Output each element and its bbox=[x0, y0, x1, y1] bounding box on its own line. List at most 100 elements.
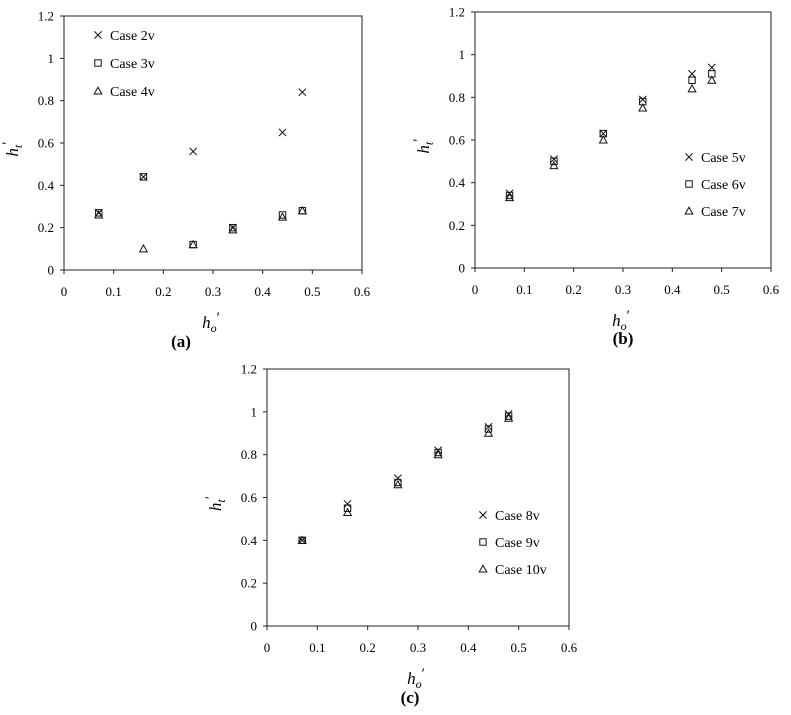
legend: Case 5v Case 6v Case 7v bbox=[684, 151, 746, 220]
data-point bbox=[94, 210, 104, 219]
x-axis-label: ho′ bbox=[612, 308, 630, 333]
legend-label: Case 10v bbox=[495, 563, 547, 578]
x-tick-label: 0.1 bbox=[309, 640, 325, 655]
data-point bbox=[638, 95, 647, 104]
y-tick-label: 0.4 bbox=[449, 175, 466, 190]
data-point bbox=[138, 244, 149, 253]
y-tick-label: 0.6 bbox=[241, 490, 258, 505]
y-axis-label-base: h bbox=[3, 148, 22, 157]
y-tick-label: 0.2 bbox=[241, 576, 257, 591]
y-tick-label: 1 bbox=[251, 404, 258, 419]
legend-label: Case 4v bbox=[110, 85, 155, 100]
y-axis-label-base: h bbox=[414, 145, 433, 154]
x-axis-label-sub: o bbox=[416, 677, 422, 691]
data-point bbox=[393, 479, 403, 489]
data-point bbox=[484, 422, 493, 431]
x-tick-label: 0.4 bbox=[255, 284, 272, 299]
y-axis-label-prime: ′ bbox=[203, 496, 219, 499]
x-tick-label: 0 bbox=[472, 282, 479, 297]
x-axis-label-prime: ′ bbox=[422, 666, 425, 682]
data-point bbox=[707, 63, 716, 72]
legend-marker bbox=[479, 511, 487, 519]
data-point bbox=[483, 428, 494, 437]
x-tick-label: 0.6 bbox=[763, 282, 780, 297]
x-axis-label-prime: ′ bbox=[217, 310, 220, 326]
data-point bbox=[139, 173, 148, 181]
y-tick-label: 0 bbox=[459, 261, 466, 276]
plot-frame bbox=[474, 11, 772, 269]
x-axis-label-base: h bbox=[612, 311, 621, 330]
data-point bbox=[638, 103, 648, 112]
legend-marker bbox=[684, 206, 694, 215]
y-tick-label: 0.2 bbox=[449, 218, 465, 233]
data-point bbox=[139, 172, 148, 181]
x-axis-label-base: h bbox=[202, 313, 211, 332]
x-tick-label: 0.3 bbox=[615, 282, 631, 297]
y-tick-label: 0.8 bbox=[38, 93, 54, 108]
series-3 bbox=[504, 75, 717, 202]
legend-label: Case 3v bbox=[110, 57, 155, 72]
x-tick-label: 0.1 bbox=[106, 284, 122, 299]
y-tick-label: 0.8 bbox=[449, 90, 465, 105]
y-axis-label-sub: t bbox=[214, 499, 228, 503]
data-point bbox=[229, 223, 237, 232]
chart-panel-1: 0 0.1 0.2 0.3 0.4 0.5 0.600.20.40.60.811.2ho′h… bbox=[0, 9, 371, 352]
data-point bbox=[343, 504, 352, 512]
x-tick-label: 0.1 bbox=[516, 282, 532, 297]
data-point bbox=[707, 75, 717, 84]
y-tick-label: 1.2 bbox=[38, 9, 54, 24]
series-1 bbox=[505, 63, 716, 198]
x-axis-label-sub: o bbox=[621, 319, 627, 333]
x-axis-label-sub: o bbox=[211, 321, 217, 335]
legend-marker bbox=[93, 86, 103, 95]
x-tick-label: 0 bbox=[61, 284, 68, 299]
legend-label: Case 7v bbox=[701, 205, 746, 220]
plot-frame bbox=[63, 15, 363, 271]
series-2 bbox=[505, 70, 716, 200]
y-tick-label: 1 bbox=[459, 47, 466, 62]
data-point bbox=[688, 69, 697, 78]
legend-marker bbox=[478, 564, 488, 573]
x-tick-label: 0.4 bbox=[664, 282, 681, 297]
panel-label: (a) bbox=[171, 332, 191, 351]
y-axis-label: ht′ bbox=[203, 496, 228, 511]
y-tick-label: 0.6 bbox=[449, 133, 466, 148]
y-axis-label-sub: t bbox=[11, 144, 25, 148]
y-axis-label-prime: ′ bbox=[411, 138, 427, 141]
data-point bbox=[505, 191, 514, 200]
data-point bbox=[188, 239, 198, 249]
data-point bbox=[504, 192, 515, 202]
data-point bbox=[434, 448, 442, 457]
data-point bbox=[549, 160, 559, 170]
y-axis-label: ht′ bbox=[0, 141, 25, 156]
x-tick-label: 0 bbox=[264, 640, 271, 655]
data-point bbox=[688, 76, 696, 84]
y-tick-label: 1.2 bbox=[241, 362, 257, 377]
data-point bbox=[297, 535, 307, 544]
series-3 bbox=[94, 205, 308, 253]
data-point bbox=[189, 147, 198, 156]
x-tick-label: 0.2 bbox=[155, 284, 171, 299]
series-1 bbox=[94, 88, 307, 232]
x-axis-label-base: h bbox=[407, 669, 416, 688]
panel-label: (b) bbox=[613, 329, 634, 348]
data-point bbox=[298, 536, 307, 545]
x-axis-label: ho′ bbox=[202, 310, 220, 335]
series-2 bbox=[95, 173, 307, 249]
x-tick-label: 0.5 bbox=[511, 640, 527, 655]
x-tick-label: 0.3 bbox=[410, 640, 426, 655]
legend-marker bbox=[94, 31, 102, 39]
data-point bbox=[433, 449, 443, 459]
x-tick-label: 0.5 bbox=[304, 284, 320, 299]
data-point bbox=[228, 224, 238, 234]
legend-marker bbox=[479, 538, 487, 546]
data-point bbox=[342, 507, 353, 517]
y-axis-label-base: h bbox=[206, 503, 225, 512]
data-point bbox=[297, 205, 308, 215]
y-tick-label: 1 bbox=[48, 51, 55, 66]
data-point bbox=[599, 129, 608, 138]
x-tick-label: 0.2 bbox=[566, 282, 582, 297]
legend-label: Case 2v bbox=[110, 29, 155, 44]
legend: Case 2v Case 3v Case 4v bbox=[93, 29, 155, 100]
